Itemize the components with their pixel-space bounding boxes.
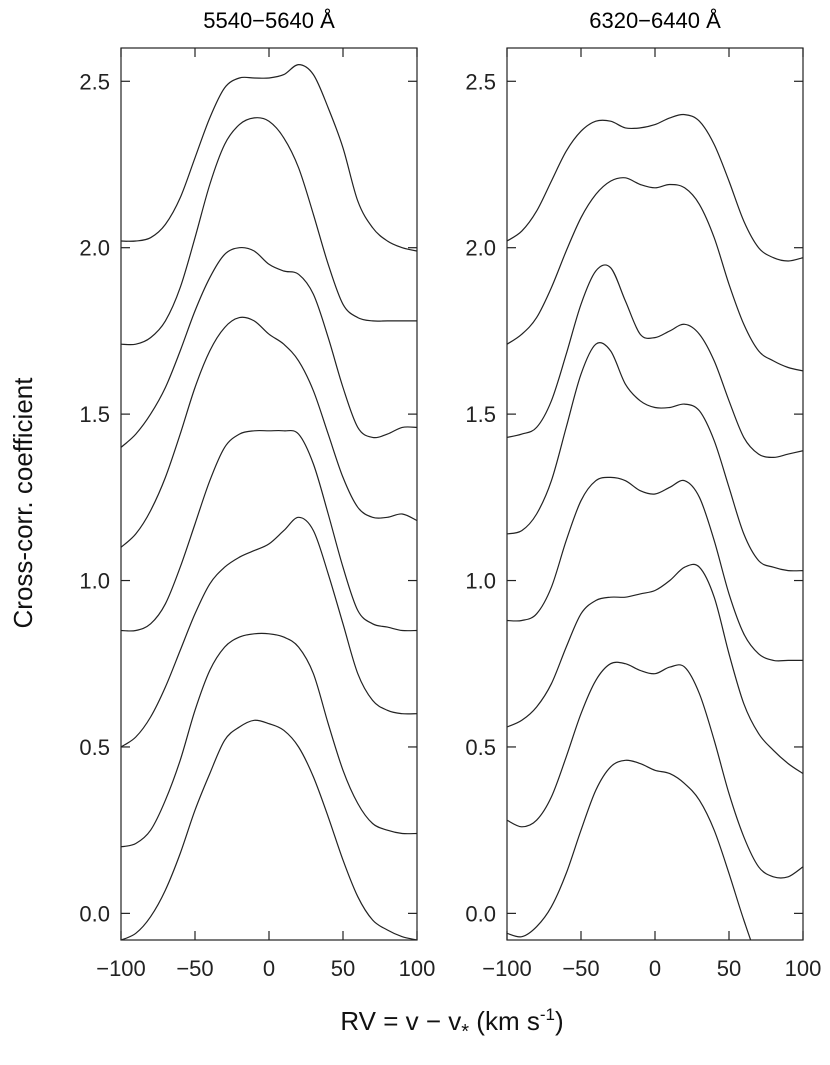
panel-2-series-5-line: [507, 342, 803, 572]
panel-2-x-tick-label: 50: [717, 956, 741, 981]
panel-2-y-tick-label: 2.0: [465, 236, 496, 261]
panel-1-x-tick-label: −50: [176, 956, 213, 981]
panel-1-x-tick-label: 100: [399, 956, 436, 981]
panel-1-x-tick-label: 0: [263, 956, 275, 981]
panel-2-y-tick-label: 2.5: [465, 69, 496, 94]
panel-1-y-tick-label: 0.5: [79, 735, 110, 760]
panel-1-y-tick-label: 1.5: [79, 402, 110, 427]
panel-1-series-4-line: [121, 429, 417, 632]
panel-2-series-3-line: [507, 563, 803, 775]
panel-2-y-tick-label: 0.0: [465, 901, 496, 926]
panel-2-series-2-line: [507, 661, 803, 879]
panel-2-series-1-line: [507, 759, 752, 940]
panel-1-y-tick-label: 2.5: [79, 69, 110, 94]
panel-2-series-7-line: [507, 177, 803, 372]
panel-1-series-2-line: [121, 632, 417, 848]
x-axis-title: RV = v − v* (km s-1): [340, 1005, 563, 1043]
panel-1-y-tick-label: 1.0: [79, 569, 110, 594]
panel-1-series-6-line: [121, 246, 417, 448]
panel-2-series-8-line: [507, 113, 803, 262]
panel-2-y-tick-label: 0.5: [465, 735, 496, 760]
panel-1-series-8-line: [121, 63, 417, 252]
panel-2-title: 6320−6440 Å: [589, 8, 721, 33]
panel-1-title: 5540−5640 Å: [203, 8, 335, 33]
panel-1-frame: [120, 47, 418, 941]
panel-1-y-tick-label: 2.0: [79, 236, 110, 261]
panel-1-series-7-line: [121, 117, 417, 346]
panel-1-series-5-line: [121, 316, 417, 548]
panel-1-series-3-line: [121, 516, 417, 748]
panel-2-y-tick-label: 1.5: [465, 402, 496, 427]
panel-2-series-4-line: [507, 476, 803, 662]
panel-2-x-tick-label: −50: [562, 956, 599, 981]
panel-1-y-tick-label: 0.0: [79, 901, 110, 926]
panel-2-x-tick-label: 0: [649, 956, 661, 981]
panel-2-y-tick-label: 1.0: [465, 569, 496, 594]
panel-1-x-tick-label: 50: [331, 956, 355, 981]
panel-1-series-1-line: [121, 719, 417, 940]
panel-1-x-tick-label: −100: [96, 956, 146, 981]
panel-2-x-tick-label: −100: [482, 956, 532, 981]
panel-2-series-6-line: [507, 264, 803, 458]
y-axis-title: Cross-corr. coefficient: [8, 377, 38, 629]
panel-2-x-tick-label: 100: [785, 956, 822, 981]
